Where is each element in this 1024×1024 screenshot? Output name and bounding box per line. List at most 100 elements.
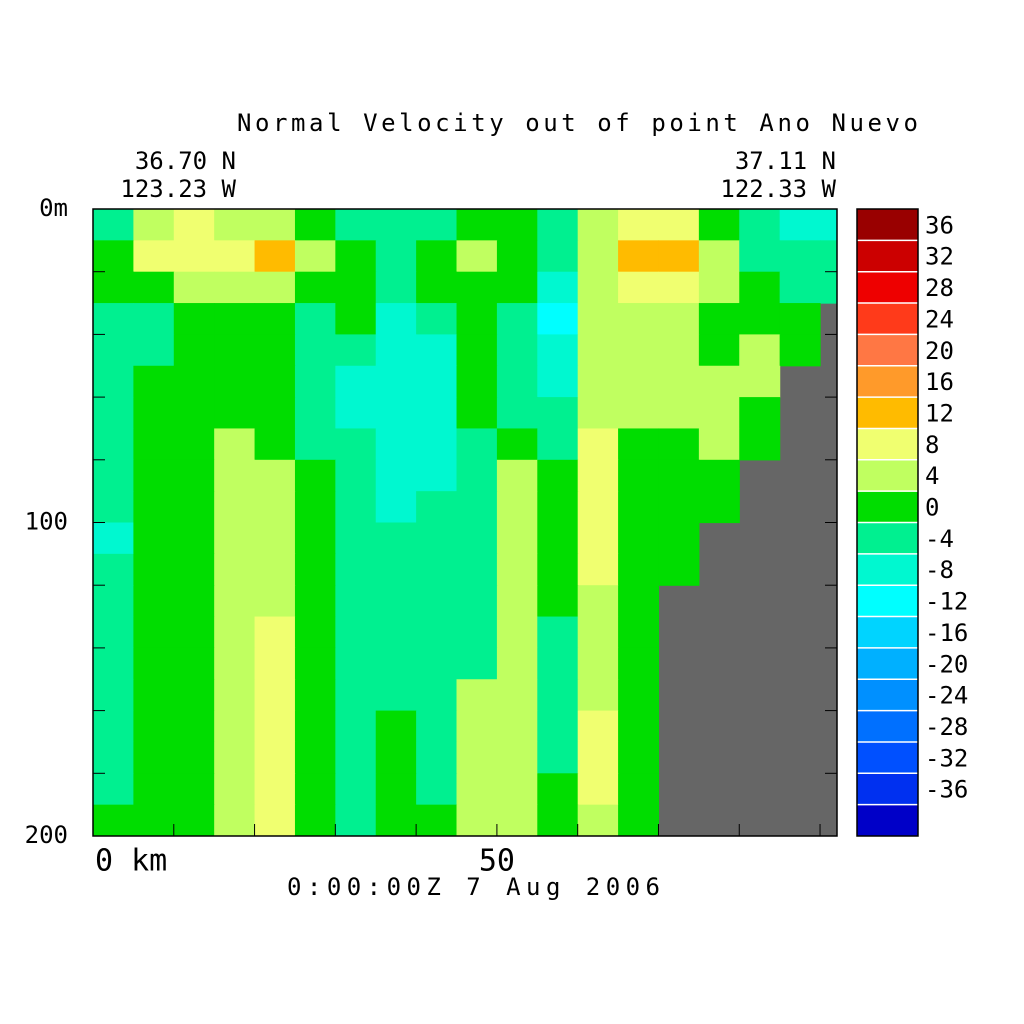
contour-cell: [375, 397, 417, 430]
contour-cell: [214, 585, 256, 618]
colorbar-band: [857, 804, 918, 837]
contour-cell: [93, 491, 134, 524]
contour-cell: [335, 585, 377, 618]
contour-cell: [577, 240, 619, 273]
contour-cell: [133, 303, 175, 335]
contour-cell: [456, 679, 498, 712]
contour-cell: [496, 522, 538, 555]
contour-cell: [133, 209, 175, 241]
contour-cell: [214, 616, 256, 649]
contour-cell: [658, 553, 700, 586]
contour-cell: [335, 647, 377, 680]
contour-cell: [618, 679, 660, 712]
contour-cell: [214, 710, 256, 743]
colorbar-label: 28: [925, 274, 954, 302]
contour-cell: [537, 773, 579, 806]
contour-cell: [173, 585, 215, 618]
contour-cell: [214, 303, 256, 335]
contour-cell: [618, 773, 660, 806]
contour-cell: [375, 334, 417, 367]
contour-cell: [456, 240, 498, 273]
contour-cell: [456, 271, 498, 304]
contour-cell: [698, 240, 740, 273]
contour-cell: [456, 710, 498, 743]
colorbar-label: -8: [925, 556, 954, 584]
contour-cell: [173, 804, 215, 836]
contour-cell: [779, 240, 821, 273]
contour-cell: [577, 804, 619, 836]
contour-cell: [133, 334, 175, 367]
contour-cell: [173, 397, 215, 430]
contour-cell: [335, 428, 377, 461]
contour-cell: [294, 804, 336, 836]
contour-cell: [214, 773, 256, 806]
contour-cell: [698, 397, 740, 430]
contour-cell: [254, 679, 296, 712]
contour-cell: [173, 741, 215, 774]
contour-cell: [294, 209, 336, 241]
contour-cell: [537, 303, 579, 335]
contour-cell: [658, 491, 700, 524]
contour-cell: [496, 710, 538, 743]
contour-cell: [254, 616, 296, 649]
contour-cell: [173, 303, 215, 335]
contour-cell: [537, 428, 579, 461]
contour-cell: [93, 240, 134, 273]
contour-cell: [173, 209, 215, 241]
contour-cell: [173, 679, 215, 712]
contour-cell: [577, 679, 619, 712]
contour-cell: [335, 741, 377, 774]
contour-cell: [496, 804, 538, 836]
contour-cell: [294, 741, 336, 774]
contour-cell: [416, 522, 458, 555]
contour-cell: [254, 209, 296, 241]
contour-cell: [335, 209, 377, 241]
contour-cell: [456, 365, 498, 398]
contour-cell: [375, 428, 417, 461]
contour-cell: [294, 334, 336, 367]
contour-cell: [496, 459, 538, 492]
contour-cell: [416, 240, 458, 273]
contour-cell: [254, 585, 296, 618]
colorbar-label: 32: [925, 243, 954, 271]
contour-cell: [537, 616, 579, 649]
contour-cell: [133, 271, 175, 304]
contour-cell: [335, 303, 377, 335]
contour-cell: [214, 522, 256, 555]
contour-cell: [375, 240, 417, 273]
contour-cell: [214, 679, 256, 712]
contour-cell: [820, 271, 837, 304]
contour-cell: [133, 741, 175, 774]
contour-cell: [254, 491, 296, 524]
start-lon: 123.23 W: [120, 175, 236, 203]
contour-cell: [93, 804, 134, 836]
plot-area: [93, 209, 837, 836]
contour-cell: [537, 491, 579, 524]
contour-cell: [214, 459, 256, 492]
contour-cell: [739, 397, 781, 430]
contour-cell: [214, 209, 256, 241]
colorbar-band: [857, 679, 918, 712]
contour-cell: [820, 209, 837, 241]
contour-cell: [254, 522, 296, 555]
contour-cell: [254, 647, 296, 680]
contour-cell: [133, 428, 175, 461]
colorbar-band: [857, 522, 918, 555]
contour-cell: [173, 334, 215, 367]
contour-cell: [294, 553, 336, 586]
colorbar-band: [857, 334, 918, 367]
x-tick-label: 50: [479, 844, 515, 879]
colorbar-label: 36: [925, 211, 954, 239]
contour-cell: [294, 271, 336, 304]
contour-cell: [294, 710, 336, 743]
contour-cell: [254, 428, 296, 461]
contour-cell: [456, 553, 498, 586]
contour-cell: [456, 647, 498, 680]
contour-cell: [537, 334, 579, 367]
contour-cell: [658, 240, 700, 273]
chart-title: Normal Velocity out of point Ano Nuevo: [237, 109, 918, 137]
contour-cell: [335, 710, 377, 743]
contour-cell: [618, 209, 660, 241]
contour-cell: [173, 616, 215, 649]
contour-cell: [496, 397, 538, 430]
